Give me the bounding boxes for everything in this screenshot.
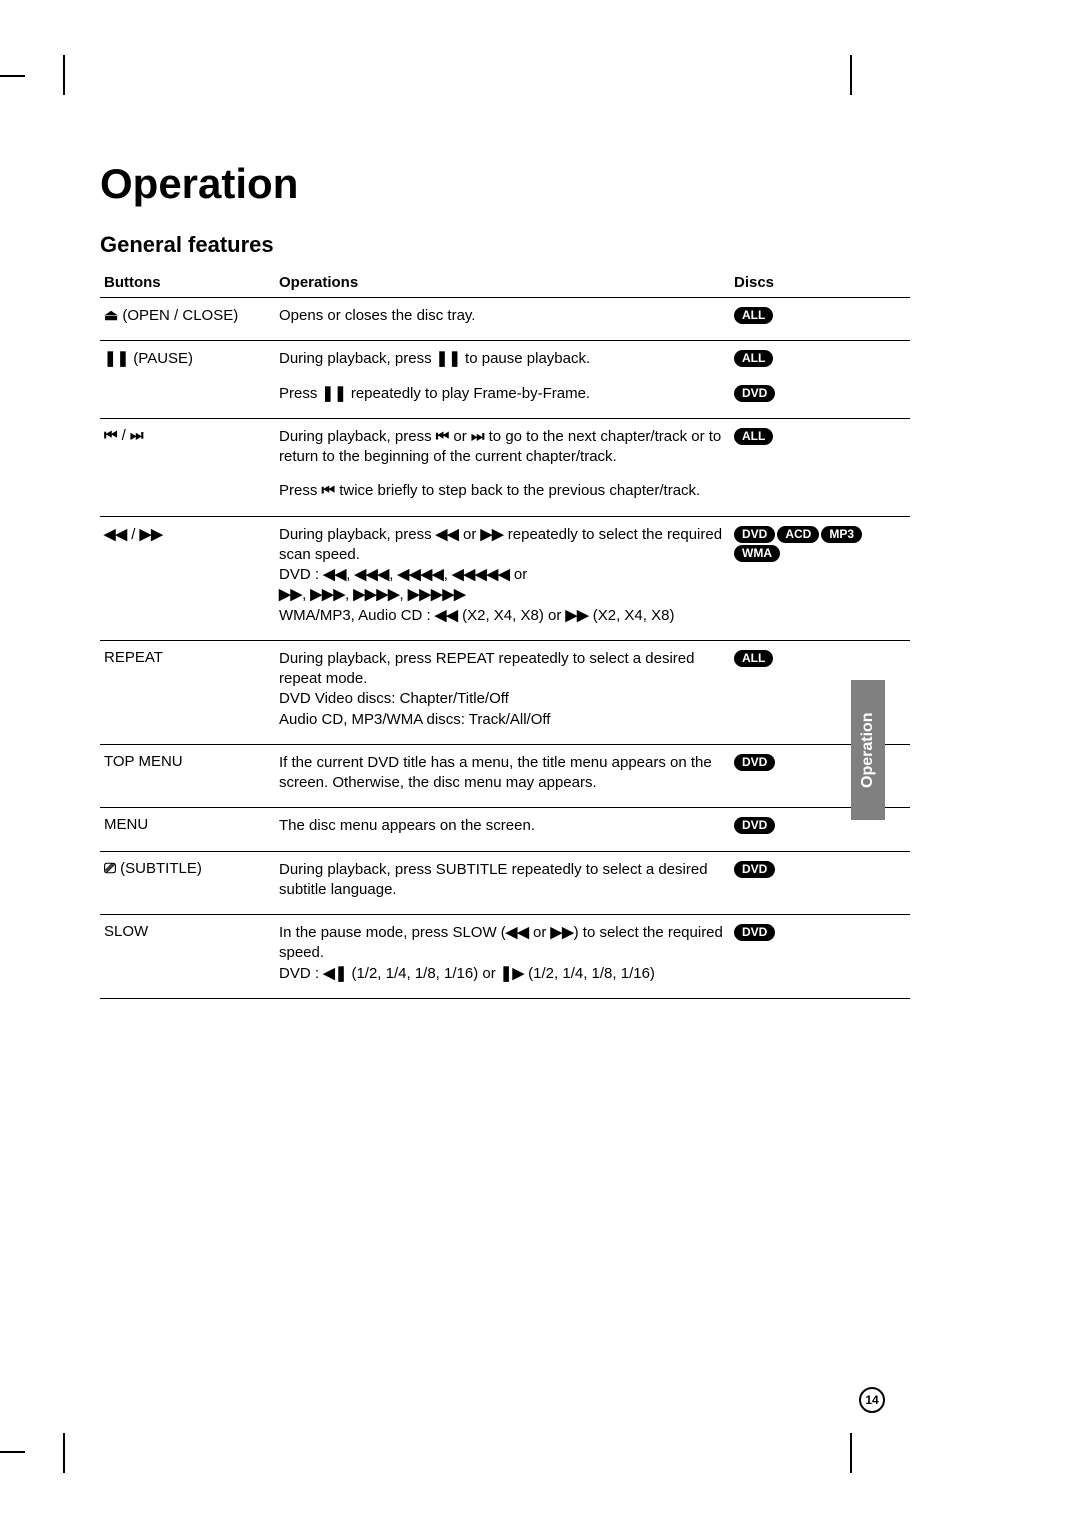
- button-cell: TOP MENU: [100, 744, 275, 808]
- crop-mark: [850, 1433, 890, 1473]
- disc-badge: DVD: [734, 754, 775, 771]
- button-cell: ⏮ / ⏭: [100, 418, 275, 473]
- button-cell: [100, 473, 275, 516]
- button-cell: ◀◀ / ▶▶: [100, 516, 275, 640]
- table-row: SLOWIn the pause mode, press SLOW (◀◀ or…: [100, 915, 910, 999]
- operation-cell: If the current DVD title has a menu, the…: [275, 744, 730, 808]
- disc-badge: DVD: [734, 861, 775, 878]
- disc-badge: ACD: [777, 526, 819, 543]
- disc-badge: DVD: [734, 385, 775, 402]
- operation-cell: Opens or closes the disc tray.: [275, 298, 730, 341]
- disc-badge: ALL: [734, 307, 773, 324]
- table-row: ⎚ (SUBTITLE)During playback, press SUBTI…: [100, 851, 910, 915]
- operation-cell: During playback, press ◀◀ or ▶▶ repeated…: [275, 516, 730, 640]
- operation-cell: During playback, press ❚❚ to pause playb…: [275, 341, 730, 376]
- disc-badge: ALL: [734, 650, 773, 667]
- table-row: ❚❚ (PAUSE)During playback, press ❚❚ to p…: [100, 341, 910, 376]
- table-row: REPEATDuring playback, press REPEAT repe…: [100, 640, 910, 744]
- table-row: ⏏ (OPEN / CLOSE)Opens or closes the disc…: [100, 298, 910, 341]
- disc-badge: MP3: [821, 526, 862, 543]
- discs-cell: ALL: [730, 298, 910, 341]
- operation-cell: Press ❚❚ repeatedly to play Frame-by-Fra…: [275, 376, 730, 419]
- table-row: TOP MENUIf the current DVD title has a m…: [100, 744, 910, 808]
- disc-badge: DVD: [734, 924, 775, 941]
- table-row: ◀◀ / ▶▶During playback, press ◀◀ or ▶▶ r…: [100, 516, 910, 640]
- disc-badge: WMA: [734, 545, 780, 562]
- button-cell: ⎚ (SUBTITLE): [100, 851, 275, 915]
- crop-tick: [0, 75, 25, 77]
- operation-cell: During playback, press REPEAT repeatedly…: [275, 640, 730, 744]
- section-tab: Operation: [851, 680, 885, 820]
- discs-cell: DVDACDMP3 WMA: [730, 516, 910, 640]
- button-cell: [100, 376, 275, 419]
- page-title: Operation: [100, 160, 910, 208]
- table-row: Press ⏮ twice briefly to step back to th…: [100, 473, 910, 516]
- operation-cell: During playback, press ⏮ or ⏭ to go to t…: [275, 418, 730, 473]
- discs-cell: ALL: [730, 418, 910, 473]
- discs-cell: DVD: [730, 851, 910, 915]
- button-cell: MENU: [100, 808, 275, 851]
- discs-cell: [730, 473, 910, 516]
- disc-badge: ALL: [734, 350, 773, 367]
- section-title: General features: [100, 232, 910, 258]
- discs-cell: DVD: [730, 376, 910, 419]
- discs-cell: DVD: [730, 915, 910, 999]
- button-cell: ⏏ (OPEN / CLOSE): [100, 298, 275, 341]
- page-number: 14: [859, 1387, 885, 1413]
- crop-mark: [25, 55, 65, 95]
- features-table: Buttons Operations Discs ⏏ (OPEN / CLOSE…: [100, 268, 910, 999]
- disc-badge: DVD: [734, 526, 775, 543]
- operation-cell: The disc menu appears on the screen.: [275, 808, 730, 851]
- discs-cell: ALL: [730, 341, 910, 376]
- operation-cell: In the pause mode, press SLOW (◀◀ or ▶▶)…: [275, 915, 730, 999]
- col-header-discs: Discs: [730, 268, 910, 298]
- crop-mark: [850, 55, 890, 95]
- col-header-buttons: Buttons: [100, 268, 275, 298]
- crop-tick: [0, 1451, 25, 1453]
- operation-cell: Press ⏮ twice briefly to step back to th…: [275, 473, 730, 516]
- col-header-operations: Operations: [275, 268, 730, 298]
- crop-mark: [25, 1433, 65, 1473]
- disc-badge: DVD: [734, 817, 775, 834]
- button-cell: ❚❚ (PAUSE): [100, 341, 275, 376]
- button-cell: SLOW: [100, 915, 275, 999]
- table-row: ⏮ / ⏭During playback, press ⏮ or ⏭ to go…: [100, 418, 910, 473]
- operation-cell: During playback, press SUBTITLE repeated…: [275, 851, 730, 915]
- table-row: Press ❚❚ repeatedly to play Frame-by-Fra…: [100, 376, 910, 419]
- table-row: MENUThe disc menu appears on the screen.…: [100, 808, 910, 851]
- button-cell: REPEAT: [100, 640, 275, 744]
- page-content: Operation General features Buttons Opera…: [100, 160, 910, 1388]
- disc-badge: ALL: [734, 428, 773, 445]
